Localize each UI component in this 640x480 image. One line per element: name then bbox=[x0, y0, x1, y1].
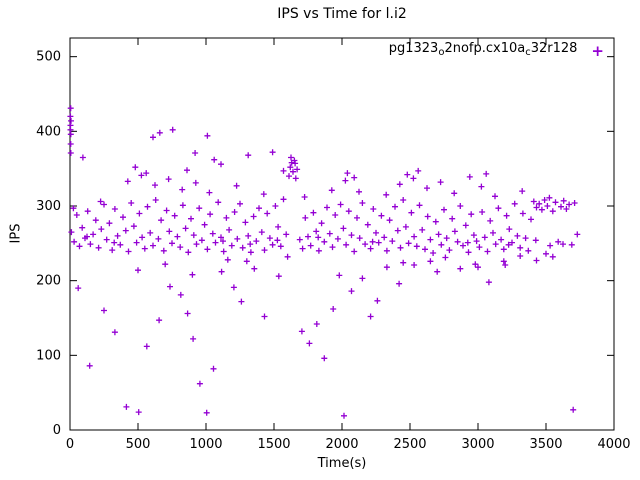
x-tick-label: 500 bbox=[126, 437, 151, 452]
legend: pg1323o2nofp.cx10ac32r128 + bbox=[389, 41, 604, 61]
y-tick-label: 400 bbox=[36, 124, 61, 139]
legend-plus-marker-icon: + bbox=[591, 42, 604, 60]
x-tick-label: 0 bbox=[66, 437, 74, 452]
x-tick-label: 3500 bbox=[529, 437, 562, 452]
y-tick-label: 100 bbox=[36, 348, 61, 363]
x-tick-label: 3000 bbox=[461, 437, 494, 452]
x-tick-label: 2500 bbox=[393, 437, 426, 452]
y-tick-label: 300 bbox=[36, 199, 61, 214]
scatter-points bbox=[67, 105, 581, 419]
y-tick-label: 500 bbox=[36, 50, 61, 65]
x-tick-label: 4000 bbox=[597, 437, 630, 452]
legend-series-label: pg1323o2nofp.cx10ac32r128 bbox=[388, 41, 578, 58]
y-tick-label: 0 bbox=[53, 423, 61, 438]
x-tick-label: 1500 bbox=[257, 437, 290, 452]
x-tick-label: 2000 bbox=[325, 437, 358, 452]
x-tick-label: 1000 bbox=[189, 437, 222, 452]
y-tick-label: 200 bbox=[36, 274, 61, 289]
chart-title: IPS vs Time for l.i2 bbox=[277, 6, 407, 22]
x-axis-label: Time(s) bbox=[317, 456, 367, 471]
plot-border bbox=[69, 37, 615, 431]
